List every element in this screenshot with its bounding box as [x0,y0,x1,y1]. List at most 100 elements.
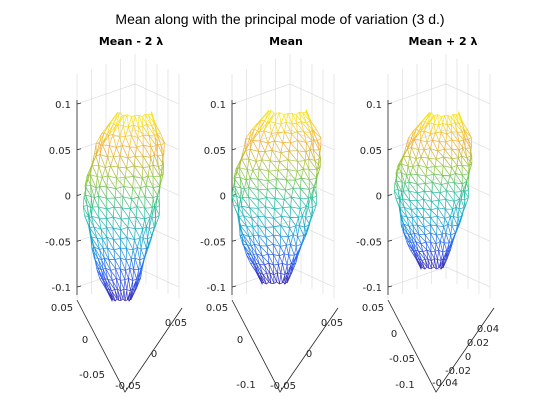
mesh-edge [280,113,289,125]
mesh-edge [117,288,122,301]
mesh-edge [437,249,443,261]
mesh-edge [457,216,462,226]
mesh-edge [458,198,465,209]
mesh-edge [249,140,261,152]
mesh-edge [399,206,408,218]
mesh-edge [447,216,454,227]
mesh-edge [298,111,307,124]
y-tick-label: -0.04 [432,378,458,389]
mesh-edge [99,144,110,158]
mesh-edge [272,225,281,237]
mesh-edge [454,122,463,133]
mesh-edge [279,150,290,162]
mesh-edge [434,249,439,260]
mesh-edge [286,234,294,246]
subplot-title-1: Mean - 2 λ [99,35,163,48]
mesh-edge [416,224,426,235]
mesh-edge [134,216,145,229]
mesh-edge [450,225,458,236]
mesh-edge [99,248,105,260]
mesh-edge [273,215,282,227]
mesh-edge [92,195,99,208]
mesh-edge [268,281,272,284]
mesh-edge [89,226,98,239]
mesh-edge [120,298,124,301]
mesh-edge [430,224,438,236]
mesh-edge [142,155,151,168]
mesh-edge [299,197,309,209]
z-tick-label: -0.1 [362,283,382,294]
mesh-edge [128,298,131,302]
mesh-edge [140,175,149,189]
mesh-edge [410,232,416,243]
mesh-edge [257,188,268,200]
mesh-edge [93,186,100,198]
mesh-edge [438,241,445,253]
subplot-mean-minus-2-lambda: Mean - 2 λ 0.1 0.05 0 -0.05 -0.1 0.05 0 -0.05 0.… [45,35,187,393]
mesh-edge [400,156,410,167]
mesh-edge [444,199,455,210]
mesh-edge [461,173,469,184]
mesh-edge [150,225,156,238]
mesh-edge [93,226,103,240]
mesh-edge [445,190,455,202]
z-tick-label: 0 [376,192,382,203]
mesh-edge [144,207,153,220]
subplot-title-3: Mean + 2 λ [409,35,478,48]
mesh-edge [266,281,269,285]
z-gridline [76,83,180,105]
mesh-edge [423,122,434,134]
mesh-edge [467,163,473,175]
mesh-edge [279,273,286,285]
mesh-edge [128,206,138,219]
mesh-edge [107,145,117,157]
mesh-edge [257,197,267,209]
mesh-edge [142,226,150,240]
mesh-edge [290,196,301,209]
mesh-edge [437,141,446,151]
mesh-edge [461,206,466,217]
mesh-edge [282,281,284,284]
mesh-edge [300,235,305,246]
mesh-edge [445,223,453,236]
mesh-edge [126,155,136,169]
mesh-edge [279,282,283,285]
mesh-edge [296,121,305,133]
mesh-edge [402,190,410,201]
mesh-edge [453,182,463,193]
z-gridline [231,83,335,105]
mesh-edge [435,122,443,133]
mesh-edge [445,131,453,142]
mesh-edge [318,147,322,158]
mesh-edge [265,187,276,199]
mesh-edge [123,278,129,290]
mesh-edge [162,152,165,164]
mesh-edge [430,215,438,226]
mesh-edge [121,135,132,148]
mesh-edge [425,166,436,177]
mesh-edge [282,196,292,208]
mesh-edge [133,165,143,179]
mesh-edge [395,163,402,174]
mesh-edge [246,244,254,256]
y-tick-label: 0.02 [467,338,489,349]
mesh-edge [115,277,122,292]
mesh-edge [129,135,138,148]
mesh-edge [461,180,467,192]
mesh-edge [252,159,262,171]
mesh-edge [456,155,463,166]
mesh-edge [113,247,121,260]
z-tick-label: 0.05 [360,146,382,157]
mesh-edge [411,139,421,150]
mesh-edge [264,206,275,219]
mesh-edge [276,281,280,285]
mesh-edge [121,196,132,210]
mesh-edge [134,144,144,157]
mesh-edge [310,120,317,130]
mesh-edge [412,224,419,235]
mesh-edge [442,258,448,269]
mesh-edge [409,164,419,175]
mesh-edge [467,182,469,190]
mesh-edge [247,252,256,266]
mesh-edge [299,187,310,199]
